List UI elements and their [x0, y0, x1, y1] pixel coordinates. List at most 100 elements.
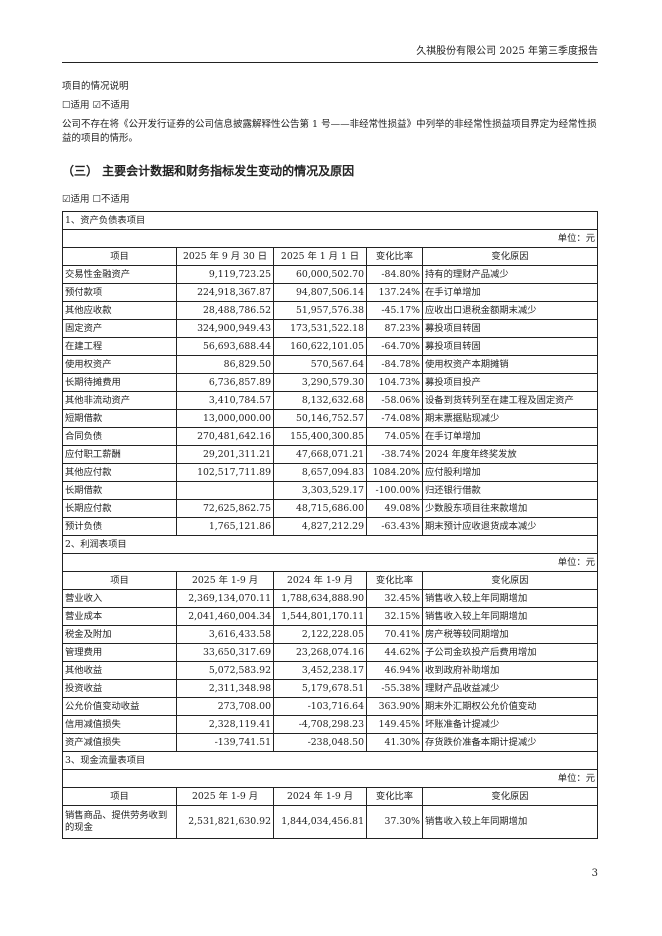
table-row: 应付职工薪酬 29,201,311.21 47,668,071.21 -38.74% 2…: [62, 445, 598, 464]
prior-value: 8,132,632.68: [273, 391, 367, 410]
prior-value: 3,290,579.30: [273, 373, 367, 392]
change-rate: 74.05%: [366, 427, 423, 446]
change-reason: 销售收入较上年同期增加: [422, 607, 598, 626]
section-row: 3、现金流量表项目: [62, 751, 598, 770]
table-row: 交易性金融资产 9,119,723.25 60,000,502.70 -84.80% 持…: [62, 265, 598, 284]
unit-row: 单位：元: [62, 769, 598, 788]
item-name: 销售商品、提供劳务收到的现金: [62, 805, 177, 839]
current-value: 2,041,460,004.34: [176, 607, 274, 626]
column-header: 变化原因: [422, 247, 598, 266]
prior-value: 48,715,686.00: [273, 499, 367, 518]
current-value: 324,900,949.43: [176, 319, 274, 338]
item-name: 税金及附加: [62, 625, 177, 644]
table-row: 营业收入 2,369,134,070.11 1,788,634,888.90 32.4…: [62, 589, 598, 608]
item-name: 长期待摊费用: [62, 373, 177, 392]
change-rate: -63.43%: [366, 517, 423, 536]
current-value: 29,201,311.21: [176, 445, 274, 464]
table-row: 预付款项 224,918,367.87 94,807,506.14 137.24% 在手…: [62, 283, 598, 302]
current-value: 6,736,857.89: [176, 373, 274, 392]
table-row: 使用权资产 86,829.50 570,567.64 -84.78% 使用权资产本期摊销: [62, 355, 598, 374]
item-name: 短期借款: [62, 409, 177, 428]
column-header: 2024 年 1-9 月: [273, 571, 367, 590]
change-reason: 募投项目转固: [422, 319, 598, 338]
item-name: 长期借款: [62, 481, 177, 500]
table-row: 税金及附加 3,616,433.58 2,122,228.05 70.41% 房产税等较…: [62, 625, 598, 644]
header-row: 项目 2025 年 1-9 月 2024 年 1-9 月变化比率 变化原因: [62, 571, 598, 590]
change-reason: 销售收入较上年同期增加: [422, 589, 598, 608]
change-reason: 存货跌价准备本期计提减少: [422, 733, 598, 752]
table-row: 其他收益 5,072,583.92 3,452,238.17 46.94% 收到政府补助…: [62, 661, 598, 680]
prior-value: 2,122,228.05: [273, 625, 367, 644]
prior-value: 3,303,529.17: [273, 481, 367, 500]
change-rate: 104.73%: [366, 373, 423, 392]
column-header: 项目: [62, 571, 177, 590]
prior-value: 1,788,634,888.90: [273, 589, 367, 608]
change-reason: 应收出口退税金额期末减少: [422, 301, 598, 320]
current-value: 56,693,688.44: [176, 337, 274, 356]
change-reason: 房产税等较同期增加: [422, 625, 598, 644]
unit-row: 单位：元: [62, 553, 598, 572]
table-row: 投资收益 2,311,348.98 5,179,678.51 -55.38% 理财产品收…: [62, 679, 598, 698]
intro-heading: 项目的情况说明: [62, 81, 129, 92]
current-value: 3,410,784.57: [176, 391, 274, 410]
item-name: 营业成本: [62, 607, 177, 626]
table-row: 营业成本 2,041,460,004.34 1,544,801,170.11 32.1…: [62, 607, 598, 626]
prior-value: -238,048.50: [273, 733, 367, 752]
current-value: 33,650,317.69: [176, 643, 274, 662]
change-rate: -64.70%: [366, 337, 423, 356]
table-section-title: 3、现金流量表项目: [62, 751, 598, 770]
item-name: 交易性金融资产: [62, 265, 177, 284]
change-rate: 70.41%: [366, 625, 423, 644]
change-rate: -84.78%: [366, 355, 423, 374]
table-row: 管理费用 33,650,317.69 23,268,074.16 44.62% 子公司金…: [62, 643, 598, 662]
change-reason: 少数股东项目往来款增加: [422, 499, 598, 518]
page-number: 3: [591, 868, 598, 879]
change-rate: -58.06%: [366, 391, 423, 410]
table-row: 其他应收款 28,488,786.52 51,957,576.38 -45.17% 应收…: [62, 301, 598, 320]
item-name: 使用权资产: [62, 355, 177, 374]
change-reason: 归还银行借款: [422, 481, 598, 500]
column-header: 2025 年 1 月 1 日: [273, 247, 367, 266]
table-row: 短期借款 13,000,000.00 50,146,752.57 -74.08% 期末票…: [62, 409, 598, 428]
section-row: 2、利润表项目: [62, 535, 598, 554]
item-name: 应付职工薪酬: [62, 445, 177, 464]
change-reason: 期末票据贴现减少: [422, 409, 598, 428]
section-title: （三） 主要会计数据和财务指标发生变动的情况及原因: [62, 164, 355, 178]
column-header: 变化原因: [422, 571, 598, 590]
change-rate: 32.45%: [366, 589, 423, 608]
change-rate: 46.94%: [366, 661, 423, 680]
change-reason: 使用权资产本期摊销: [422, 355, 598, 374]
column-header: 2025 年 9 月 30 日: [176, 247, 274, 266]
table-row: 长期借款 3,303,529.17 -100.00% 归还银行借款: [62, 481, 598, 500]
change-reason: 在手订单增加: [422, 427, 598, 446]
change-reason: 募投项目转固: [422, 337, 598, 356]
item-name: 信用减值损失: [62, 715, 177, 734]
prior-value: 3,452,238.17: [273, 661, 367, 680]
item-name: 营业收入: [62, 589, 177, 608]
change-reason: 期末预计应收退货成本减少: [422, 517, 598, 536]
current-value: 102,517,711.89: [176, 463, 274, 482]
current-value: [176, 481, 274, 500]
section-applicable: ☑适用 ☐不适用: [62, 194, 130, 205]
item-name: 其他收益: [62, 661, 177, 680]
column-header: 项目: [62, 247, 177, 266]
change-reason: 2024 年度年终奖发放: [422, 445, 598, 464]
change-rate: 41.30%: [366, 733, 423, 752]
current-value: 2,531,821,630.92: [176, 805, 274, 839]
item-name: 公允价值变动收益: [62, 697, 177, 716]
change-rate: 49.08%: [366, 499, 423, 518]
table-row: 预计负债 1,765,121.86 4,827,212.29 -63.43% 期末预计应…: [62, 517, 598, 536]
table-row: 公允价值变动收益 273,708.00 -103,716.64 363.90% 期末外汇…: [62, 697, 598, 716]
current-value: 5,072,583.92: [176, 661, 274, 680]
table-row: 信用减值损失 2,328,119.41 -4,708,298.23 149.45% 坏账…: [62, 715, 598, 734]
change-reason: 期末外汇期权公允价值变动: [422, 697, 598, 716]
change-rate: 87.23%: [366, 319, 423, 338]
current-value: 13,000,000.00: [176, 409, 274, 428]
item-name: 其他应付款: [62, 463, 177, 482]
column-header: 变化比率: [366, 247, 423, 266]
change-rate: 363.90%: [366, 697, 423, 716]
current-value: 3,616,433.58: [176, 625, 274, 644]
prior-value: 5,179,678.51: [273, 679, 367, 698]
change-reason: 募投项目投产: [422, 373, 598, 392]
prior-value: 173,531,522.18: [273, 319, 367, 338]
